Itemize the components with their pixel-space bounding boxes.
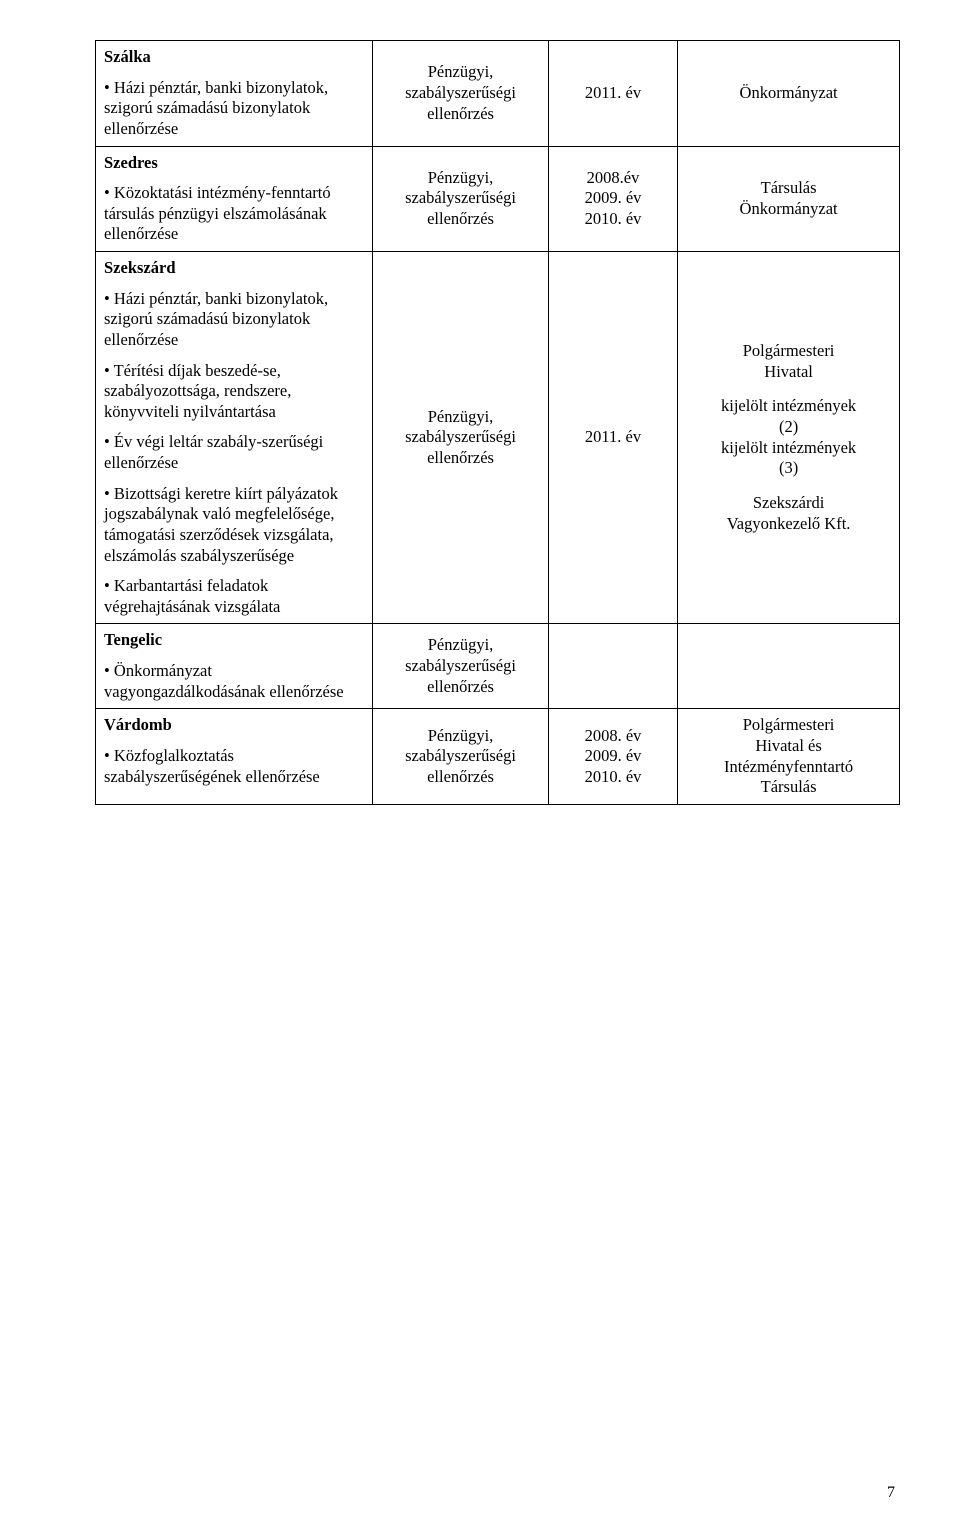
cell-type: Pénzügyi,szabályszerűségiellenőrzés <box>373 252 549 624</box>
cell-year: 2011. év <box>548 252 677 624</box>
cell-type: Pénzügyi,szabályszerűségiellenőrzés <box>373 624 549 709</box>
table-body: Szálka• Házi pénztár, banki bizonylatok,… <box>96 41 900 805</box>
data-table: Szálka• Házi pénztár, banki bizonylatok,… <box>95 40 900 805</box>
cell-type: Pénzügyi,szabályszerűségiellenőrzés <box>373 146 549 252</box>
cell-org: TársulásÖnkormányzat <box>678 146 900 252</box>
cell-description: Szekszárd• Házi pénztár, banki bizonylat… <box>96 252 373 624</box>
table-row: Szekszárd• Házi pénztár, banki bizonylat… <box>96 252 900 624</box>
table-row: Szálka• Házi pénztár, banki bizonylatok,… <box>96 41 900 147</box>
cell-description: Tengelic• Önkormányzat vagyongazdálkodás… <box>96 624 373 709</box>
cell-description: Várdomb• Közfoglalkoztatás szabályszerűs… <box>96 709 373 805</box>
cell-year: 2008. év2009. év2010. év <box>548 709 677 805</box>
cell-description: Szálka• Házi pénztár, banki bizonylatok,… <box>96 41 373 147</box>
page: Szálka• Házi pénztár, banki bizonylatok,… <box>0 0 960 1526</box>
table-row: Szedres• Közoktatási intézmény-fenntartó… <box>96 146 900 252</box>
cell-org: PolgármesteriHivatalkijelölt intézmények… <box>678 252 900 624</box>
table-row: Tengelic• Önkormányzat vagyongazdálkodás… <box>96 624 900 709</box>
cell-org: PolgármesteriHivatal ésIntézményfenntart… <box>678 709 900 805</box>
table-row: Várdomb• Közfoglalkoztatás szabályszerűs… <box>96 709 900 805</box>
cell-description: Szedres• Közoktatási intézmény-fenntartó… <box>96 146 373 252</box>
page-number: 7 <box>887 1484 895 1502</box>
cell-org <box>678 624 900 709</box>
cell-year: 2011. év <box>548 41 677 147</box>
cell-year <box>548 624 677 709</box>
cell-type: Pénzügyi,szabályszerűségiellenőrzés <box>373 41 549 147</box>
cell-org: Önkormányzat <box>678 41 900 147</box>
cell-year: 2008.év2009. év2010. év <box>548 146 677 252</box>
cell-type: Pénzügyi,szabályszerűségiellenőrzés <box>373 709 549 805</box>
